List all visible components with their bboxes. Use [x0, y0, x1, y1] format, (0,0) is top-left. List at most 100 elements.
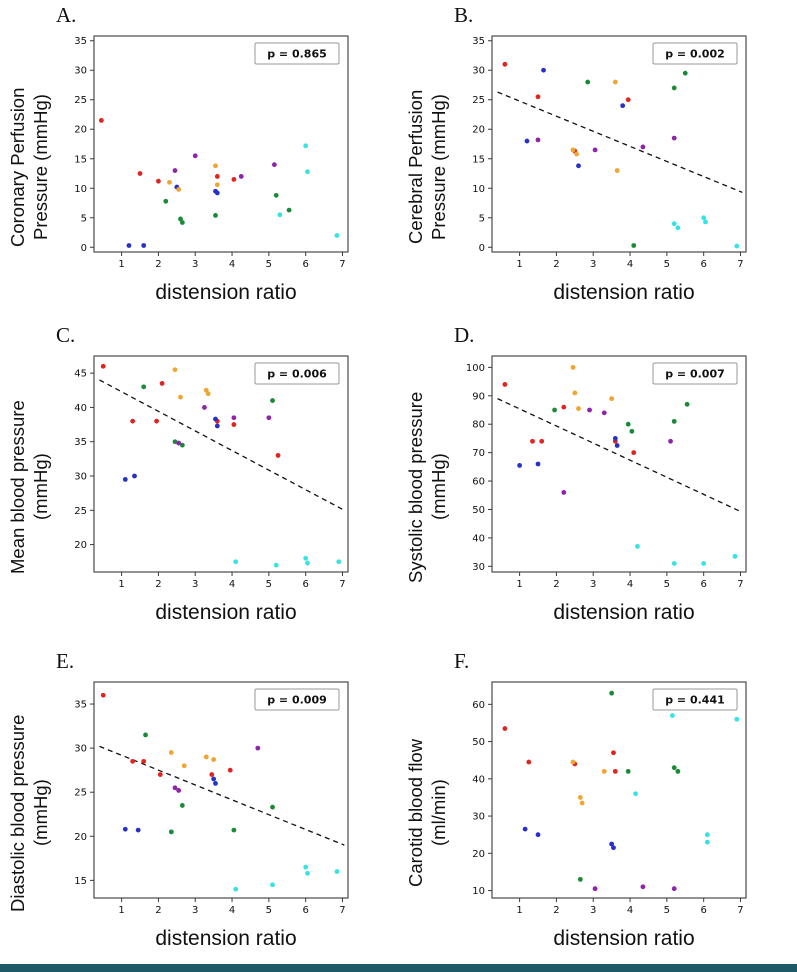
data-point: [631, 243, 637, 248]
data-point: [530, 438, 535, 444]
data-point: [273, 562, 279, 568]
data-point: [704, 832, 710, 838]
data-point: [238, 174, 244, 179]
data-point: [576, 163, 581, 169]
ylabel-line: Coronary Perfusion: [7, 86, 28, 247]
data-point: [635, 544, 640, 549]
data-point: [671, 886, 677, 892]
data-point: [535, 832, 541, 838]
y-tick-label: 30: [472, 562, 485, 573]
data-point: [526, 759, 532, 765]
data-point: [273, 192, 279, 198]
x-tick-label: 7: [339, 579, 345, 590]
data-point: [336, 559, 342, 565]
data-point: [577, 795, 583, 800]
y-tick-label: 5: [479, 213, 485, 224]
data-point: [122, 477, 128, 482]
data-point: [502, 382, 508, 387]
p-value-label: p = 0.002: [665, 48, 725, 61]
data-point: [126, 243, 132, 248]
data-point: [154, 418, 159, 424]
data-point: [122, 826, 128, 832]
x-tick-label: 3: [192, 259, 198, 270]
data-point: [631, 450, 637, 456]
p-value-label: p = 0.006: [267, 368, 327, 381]
p-value-box: [254, 362, 340, 385]
data-point: [640, 884, 646, 890]
data-point: [614, 168, 620, 173]
x-tick-label: 6: [302, 579, 308, 590]
y-tick-label: 25: [74, 95, 87, 106]
data-point: [271, 162, 277, 168]
data-point: [601, 410, 607, 416]
data-point: [132, 473, 137, 479]
y-tick-label: 15: [74, 876, 87, 887]
x-tick-label: 6: [700, 259, 706, 270]
data-point: [671, 135, 677, 141]
y-tick-label: 80: [472, 420, 485, 431]
data-point: [159, 381, 165, 386]
data-point: [303, 143, 309, 149]
ylabel-line: (mmHg): [30, 453, 52, 520]
panel-b: B. Cerebral Perfusion Pressure (mmHg) 1 2…: [398, 0, 797, 320]
data-point: [168, 750, 174, 755]
x-tick-label: 7: [339, 259, 345, 270]
panel-f-plot: 1 2 3 4 5 6 7 10 20 30 40 50 60 p = 0.441: [472, 681, 747, 916]
data-point: [671, 221, 677, 227]
panel-a-ylabel: Coronary Perfusion Pressure (mmHg): [6, 41, 58, 293]
data-point: [277, 212, 283, 218]
y-tick-label: 100: [466, 363, 485, 374]
y-tick-label: 60: [472, 700, 485, 711]
data-point: [167, 179, 172, 185]
ylabel-line: Pressure (mmHg): [428, 93, 450, 240]
y-tick-label: 35: [74, 437, 87, 448]
y-tick-label: 90: [472, 391, 485, 402]
data-point: [570, 364, 576, 370]
ylabel-line: (ml/min): [428, 779, 450, 846]
y-tick-label: 10: [472, 184, 485, 195]
x-tick-label: 6: [700, 579, 706, 590]
panel-a-letter: A.: [56, 3, 77, 27]
y-tick-label: 35: [74, 36, 87, 47]
x-tick-label: 6: [302, 259, 308, 270]
data-point: [231, 422, 237, 427]
data-point: [213, 213, 218, 218]
data-point: [214, 174, 220, 179]
y-tick-label: 20: [472, 849, 485, 860]
data-point: [675, 225, 681, 231]
data-point: [178, 394, 183, 400]
data-point: [227, 767, 233, 773]
y-tick-label: 60: [472, 477, 485, 488]
data-point: [141, 758, 147, 764]
data-point: [181, 763, 187, 769]
x-tick-label: 5: [664, 259, 670, 270]
ylabel-line: (mmHg): [30, 779, 52, 846]
data-point: [305, 560, 310, 566]
panel-c: C. Mean blood pressure (mmHg) 1 2 3 4 5 6 7 20 2…: [0, 320, 398, 646]
panel-a-xlabel: distension ratio: [155, 281, 297, 304]
y-tick-label: 25: [472, 95, 485, 106]
panel-f: F. Carotid blood flow (ml/min) 1 2 3 4 5 6 7 10…: [398, 646, 797, 972]
ylabel-line: Cerebral Perfusion: [405, 89, 426, 244]
y-tick-label: 30: [74, 472, 87, 483]
ylabel-line: Diastolic blood pressure: [7, 713, 28, 912]
data-point: [704, 839, 710, 845]
y-tick-label: 10: [74, 184, 87, 195]
x-tick-label: 7: [737, 905, 743, 916]
p-value-label: p = 0.009: [267, 694, 327, 707]
x-tick-label: 3: [590, 905, 596, 916]
data-point: [214, 182, 220, 188]
data-point: [701, 215, 707, 221]
y-tick-label: 30: [472, 66, 485, 77]
trend-line: [497, 91, 743, 193]
x-tick-label: 2: [155, 905, 161, 916]
data-point: [255, 745, 261, 751]
data-point: [176, 440, 182, 446]
y-tick-label: 10: [472, 886, 485, 897]
data-point: [502, 726, 508, 731]
panel-c-letter: C.: [56, 323, 76, 347]
y-tick-label: 20: [74, 540, 87, 551]
p-value-box: [652, 42, 738, 65]
panel-e-plot: 1 2 3 4 5 6 7 15 20 25 30 35 p = 0.009: [74, 681, 349, 916]
